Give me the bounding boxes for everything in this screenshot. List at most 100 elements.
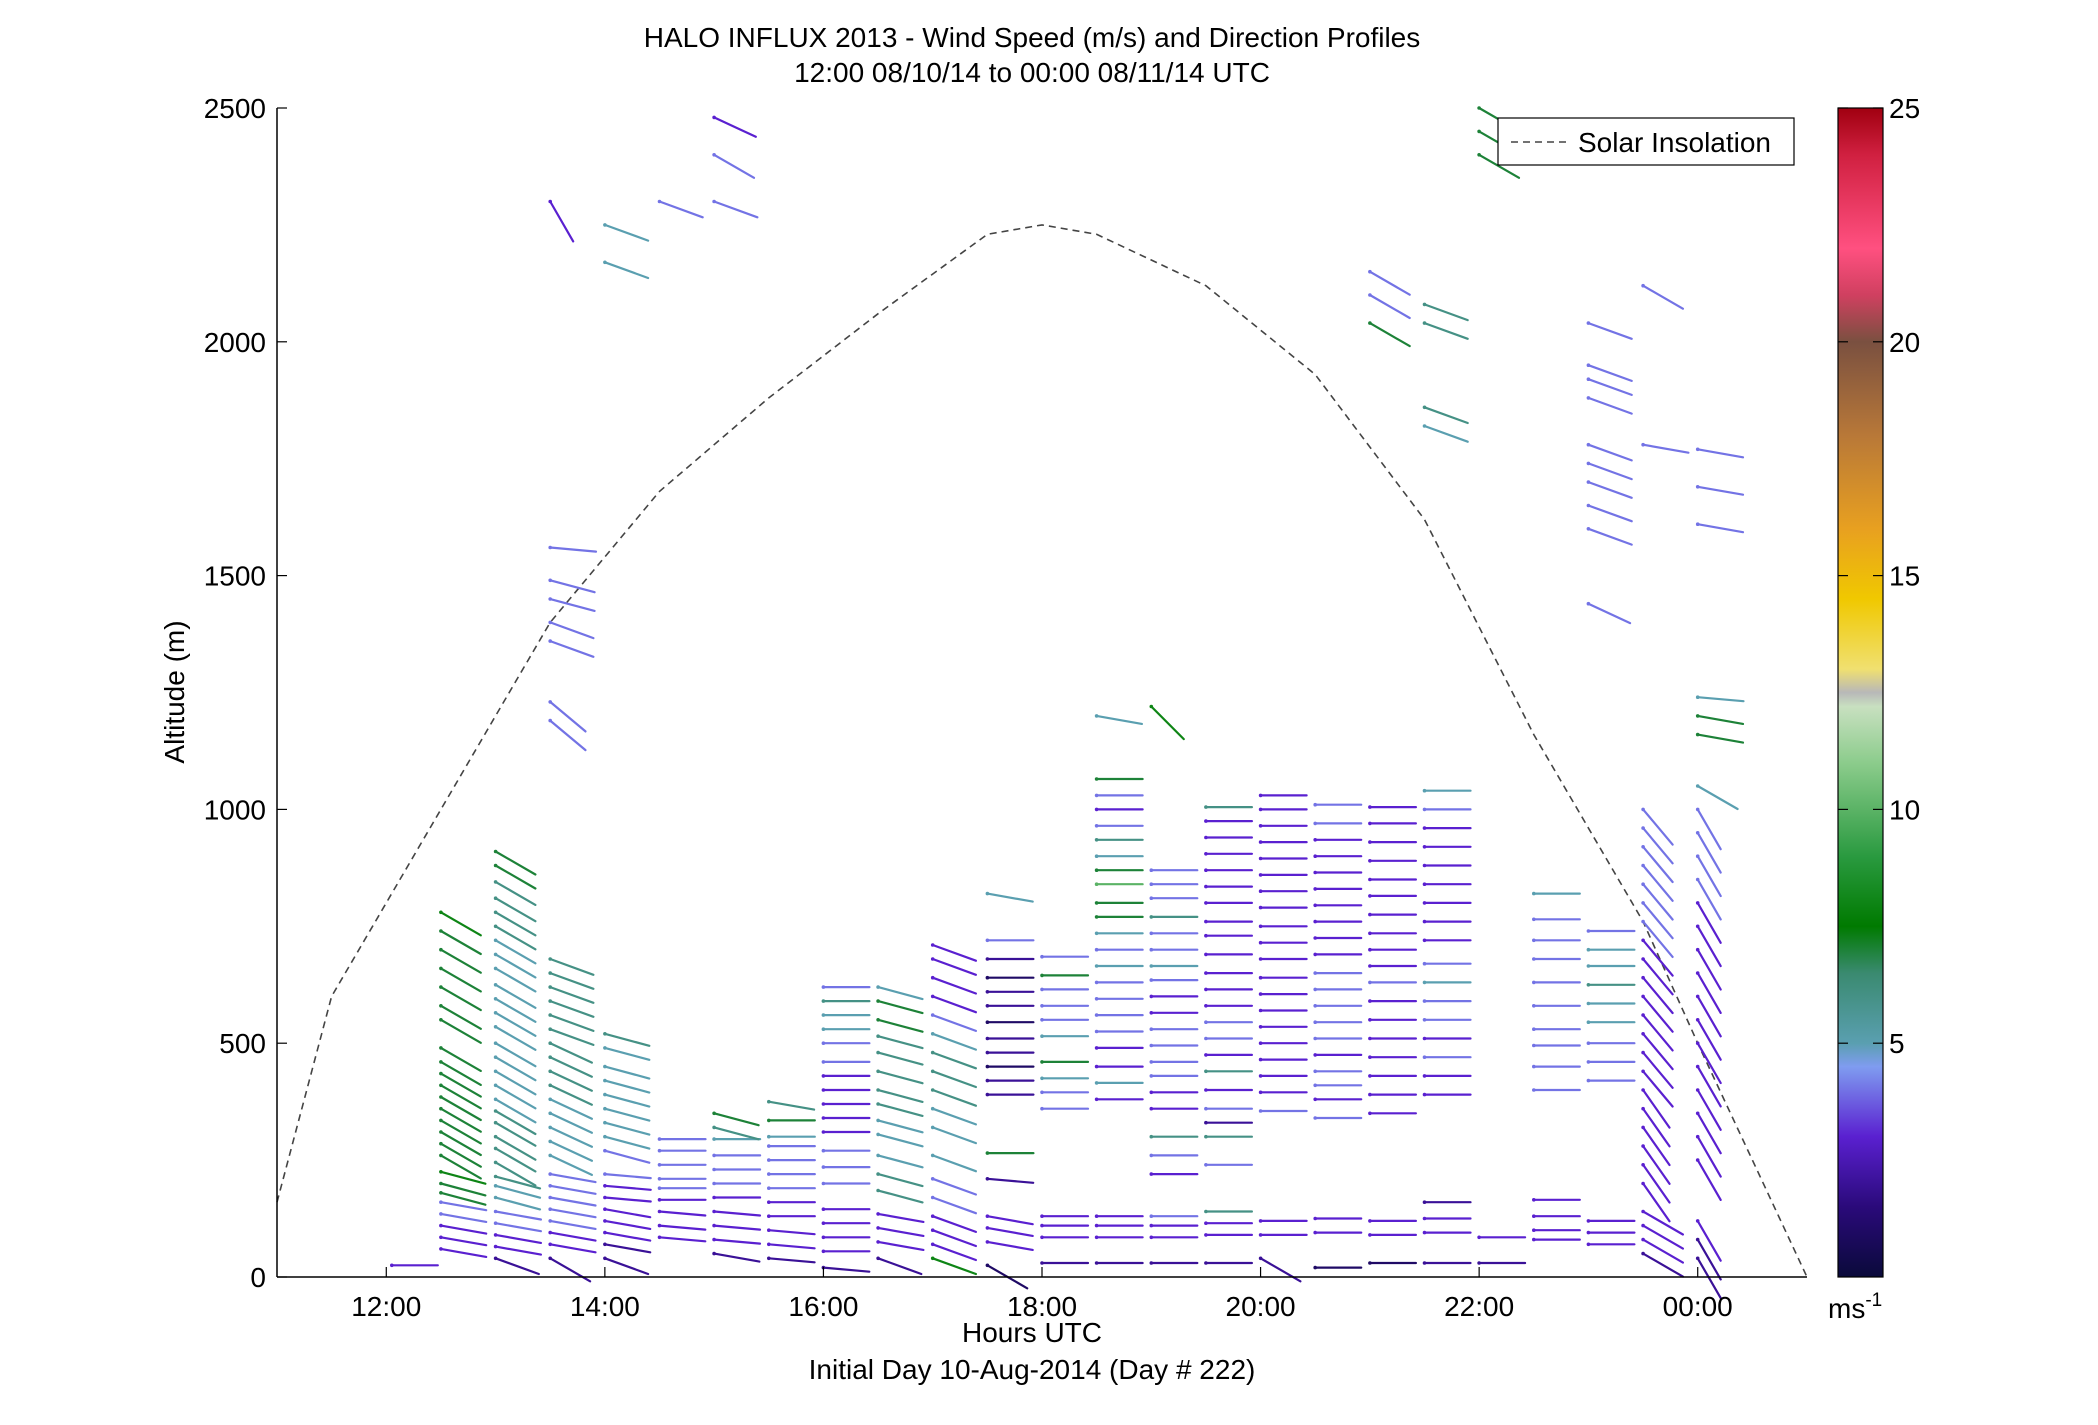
wind-barb-origin bbox=[439, 1004, 443, 1008]
wind-barb bbox=[986, 1177, 1035, 1184]
wind-barb-origin bbox=[1422, 999, 1427, 1003]
wind-barb-origin bbox=[603, 1092, 607, 1097]
wind-barb-origin bbox=[1094, 931, 1099, 936]
wind-barb-origin bbox=[712, 1125, 716, 1130]
wind-barb bbox=[494, 1161, 537, 1187]
wind-barb bbox=[1587, 364, 1633, 382]
wind-barb-origin bbox=[1204, 1209, 1208, 1214]
wind-barb bbox=[494, 997, 537, 1023]
wind-barb-origin bbox=[657, 1148, 662, 1153]
wind-barb bbox=[494, 1109, 537, 1136]
wind-barb-origin bbox=[548, 1083, 552, 1088]
wind-barb-origin bbox=[1040, 954, 1044, 959]
wind-barb bbox=[931, 1032, 978, 1051]
wind-barb-origin bbox=[1313, 1053, 1317, 1057]
wind-barb bbox=[1641, 1163, 1671, 1204]
wind-barb-origin bbox=[1094, 1013, 1099, 1017]
wind-barb bbox=[494, 939, 537, 965]
wind-barb-origin bbox=[1094, 807, 1099, 812]
wind-barb-origin bbox=[548, 1207, 552, 1211]
wind-barb bbox=[931, 1243, 978, 1262]
wind-barb-origin bbox=[603, 1120, 607, 1125]
wind-barb-origin bbox=[1149, 1090, 1154, 1095]
wind-barb-origin bbox=[1368, 1055, 1372, 1059]
wind-barb bbox=[712, 200, 759, 219]
y-tick-label: 2000 bbox=[204, 327, 266, 358]
wind-barb bbox=[1696, 855, 1722, 898]
wind-barb bbox=[439, 948, 482, 974]
wind-barb-origin bbox=[985, 1177, 990, 1181]
wind-barb-origin bbox=[548, 999, 552, 1003]
wind-barb-origin bbox=[1695, 1088, 1700, 1092]
wind-barb bbox=[1587, 602, 1632, 625]
wind-barb bbox=[494, 1210, 543, 1221]
wind-barb-origin bbox=[1149, 704, 1154, 709]
wind-barb-origin bbox=[439, 1095, 443, 1099]
wind-barb-origin bbox=[493, 1244, 498, 1249]
wind-barb bbox=[712, 153, 756, 179]
wind-barb bbox=[1587, 322, 1633, 340]
wind-barb-origin bbox=[1641, 1088, 1645, 1092]
wind-barb bbox=[1641, 1144, 1671, 1185]
wind-barb-origin bbox=[1422, 980, 1427, 985]
wind-barb-origin bbox=[1422, 826, 1427, 830]
wind-barb-origin bbox=[1422, 321, 1427, 325]
wind-barb bbox=[439, 1236, 488, 1247]
wind-barb-origin bbox=[603, 1078, 607, 1083]
wind-barb bbox=[1696, 485, 1745, 496]
wind-barb-origin bbox=[876, 1034, 880, 1038]
wind-barb bbox=[439, 1018, 482, 1044]
wind-barb bbox=[494, 1121, 537, 1147]
wind-barb bbox=[603, 1196, 652, 1203]
wind-barb bbox=[1641, 864, 1674, 902]
wind-barb-origin bbox=[1313, 1004, 1317, 1008]
wind-barb bbox=[439, 929, 482, 956]
wind-barb-origin bbox=[1422, 1036, 1427, 1041]
wind-barb bbox=[1696, 1219, 1722, 1262]
wind-barb-origin bbox=[1641, 1223, 1645, 1228]
wind-barb bbox=[439, 1224, 488, 1235]
wind-barb-origin bbox=[439, 1153, 443, 1158]
wind-barb-origin bbox=[1094, 1046, 1099, 1050]
wind-barb bbox=[1641, 1238, 1685, 1264]
wind-barb bbox=[986, 1226, 1034, 1238]
wind-barb-origin bbox=[548, 718, 552, 723]
wind-barb bbox=[876, 1088, 924, 1104]
wind-barb-origin bbox=[1586, 929, 1591, 933]
wind-barb bbox=[1696, 1042, 1722, 1085]
wind-barb bbox=[494, 1147, 537, 1173]
wind-barb-origin bbox=[1094, 1081, 1099, 1085]
x-tick-label: 12:00 bbox=[351, 1291, 421, 1322]
wind-barb-origin bbox=[930, 1228, 935, 1232]
wind-barb bbox=[931, 1070, 978, 1089]
wind-barb-origin bbox=[548, 1013, 552, 1017]
wind-barb bbox=[549, 1184, 597, 1195]
wind-barb-origin bbox=[985, 1226, 990, 1230]
wind-barb bbox=[767, 1229, 816, 1236]
wind-barb bbox=[494, 1135, 537, 1161]
wind-barb bbox=[1423, 322, 1469, 340]
wind-barb-origin bbox=[1641, 994, 1645, 999]
wind-barb-origin bbox=[1422, 961, 1427, 966]
wind-barb-origin bbox=[548, 1139, 552, 1144]
wind-barb-origin bbox=[1641, 882, 1645, 886]
wind-barb-origin bbox=[985, 1078, 990, 1083]
wind-barb-origin bbox=[876, 1153, 880, 1158]
wind-barb-origin bbox=[1258, 824, 1263, 828]
wind-barb-origin bbox=[1204, 1106, 1208, 1111]
wind-barb bbox=[931, 1215, 978, 1234]
wind-barb bbox=[439, 1212, 488, 1224]
wind-barb-origin bbox=[657, 1209, 662, 1214]
wind-barb-origin bbox=[1313, 971, 1317, 975]
wind-barb-origin bbox=[548, 1230, 552, 1235]
wind-barb bbox=[494, 1042, 537, 1068]
wind-barb bbox=[1641, 1126, 1671, 1167]
wind-barb-origin bbox=[985, 957, 990, 961]
wind-barb bbox=[1641, 845, 1674, 884]
wind-barb bbox=[439, 1046, 482, 1073]
wind-barb-origin bbox=[712, 1237, 716, 1242]
wind-barb-origin bbox=[985, 1092, 990, 1097]
wind-barb bbox=[603, 1032, 651, 1047]
wind-barb-origin bbox=[930, 1106, 935, 1111]
wind-barb-origin bbox=[1149, 896, 1154, 900]
